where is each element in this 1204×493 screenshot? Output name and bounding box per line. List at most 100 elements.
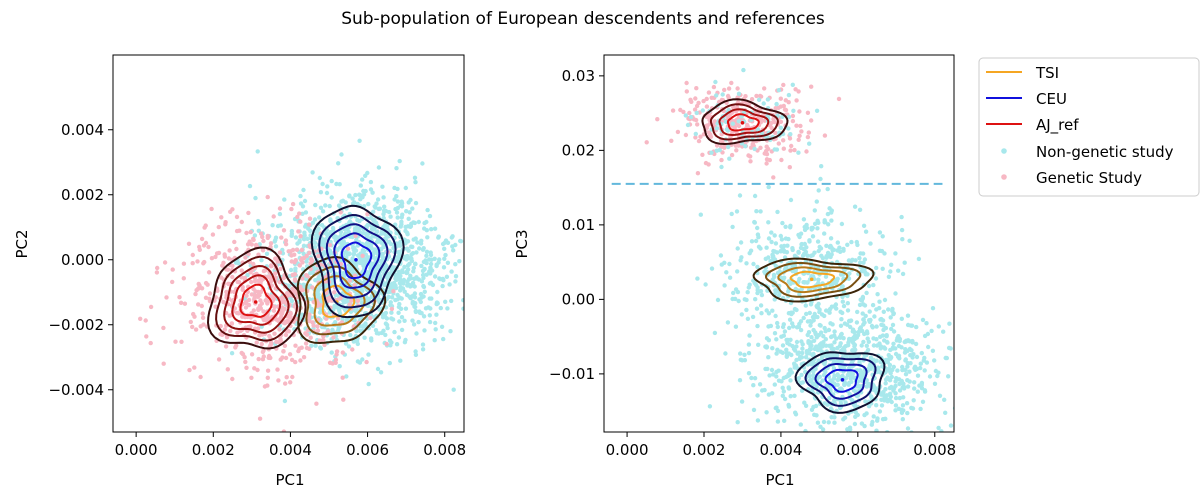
scatter-point bbox=[209, 206, 214, 212]
scatter-point bbox=[790, 246, 795, 251]
scatter-point bbox=[421, 314, 427, 319]
scatter-point bbox=[880, 266, 885, 271]
scatter-point bbox=[236, 261, 241, 266]
scatter-point bbox=[306, 222, 312, 227]
scatter-point bbox=[461, 306, 464, 311]
scatter-point bbox=[845, 301, 850, 306]
scatter-point bbox=[967, 341, 971, 345]
scatter-point bbox=[720, 92, 725, 97]
scatter-point bbox=[280, 355, 285, 360]
scatter-point bbox=[842, 348, 847, 353]
scatter-point bbox=[293, 359, 298, 365]
scatter-point bbox=[405, 224, 411, 229]
scatter-point bbox=[318, 205, 324, 210]
scatter-point bbox=[899, 214, 904, 220]
scatter-point bbox=[785, 340, 790, 346]
scatter-point bbox=[786, 92, 792, 98]
scatter-point bbox=[317, 310, 323, 315]
scatter-point bbox=[394, 210, 400, 215]
scatter-point bbox=[312, 245, 318, 250]
scatter-point bbox=[780, 393, 785, 398]
scatter-point bbox=[411, 265, 416, 271]
scatter-point bbox=[190, 261, 195, 266]
scatter-point bbox=[859, 343, 864, 348]
scatter-point bbox=[862, 267, 867, 272]
scatter-point bbox=[427, 257, 432, 262]
scatter-point bbox=[230, 263, 235, 268]
scatter-point bbox=[861, 302, 866, 307]
scatter-point bbox=[438, 305, 443, 311]
scatter-point bbox=[831, 376, 837, 381]
scatter-point bbox=[347, 193, 352, 198]
scatter-point bbox=[812, 412, 817, 417]
scatter-point bbox=[370, 323, 376, 328]
scatter-point bbox=[253, 195, 258, 201]
scatter-point bbox=[729, 211, 734, 217]
scatter-point bbox=[943, 410, 948, 415]
scatter-point bbox=[758, 117, 764, 122]
scatter-point bbox=[775, 419, 781, 424]
scatter-point bbox=[261, 238, 266, 244]
scatter-point bbox=[406, 248, 411, 253]
scatter-point bbox=[788, 132, 793, 137]
scatter-point bbox=[392, 197, 397, 202]
scatter-point bbox=[805, 110, 811, 116]
scatter-point bbox=[849, 239, 854, 245]
scatter-point bbox=[788, 148, 793, 153]
scatter-point bbox=[764, 308, 769, 313]
scatter-point bbox=[855, 354, 860, 359]
scatter-point bbox=[746, 371, 752, 376]
scatter-point bbox=[197, 244, 202, 250]
scatter-point bbox=[965, 353, 969, 357]
scatter-point bbox=[346, 344, 352, 349]
scatter-point bbox=[757, 382, 763, 387]
scatter-point bbox=[794, 357, 799, 363]
scatter-point bbox=[816, 277, 821, 282]
scatter-point bbox=[770, 308, 775, 313]
scatter-point bbox=[733, 324, 739, 329]
scatter-point bbox=[715, 297, 721, 303]
scatter-point bbox=[893, 251, 898, 256]
scatter-point bbox=[232, 239, 237, 245]
scatter-point bbox=[762, 118, 767, 123]
scatter-point bbox=[857, 255, 862, 261]
y-tick-label: 0.01 bbox=[562, 216, 595, 234]
scatter-point bbox=[293, 278, 298, 283]
scatter-point bbox=[256, 289, 261, 295]
scatter-point bbox=[885, 375, 890, 380]
scatter-point bbox=[783, 224, 788, 229]
scatter-point bbox=[283, 355, 289, 361]
scatter-point bbox=[288, 380, 293, 385]
scatter-point bbox=[881, 323, 886, 328]
scatter-point bbox=[419, 263, 424, 269]
scatter-point bbox=[914, 324, 919, 330]
scatter-point bbox=[813, 366, 818, 372]
scatter-point bbox=[997, 397, 1001, 401]
contour-ceu bbox=[794, 351, 886, 414]
scatter-point bbox=[885, 359, 890, 365]
scatter-point bbox=[381, 215, 386, 221]
scatter-point bbox=[230, 207, 235, 212]
scatter-point bbox=[317, 215, 322, 220]
contour-tsi bbox=[305, 265, 376, 336]
scatter-point bbox=[325, 329, 331, 334]
scatter-point bbox=[694, 103, 700, 109]
scatter-point bbox=[390, 284, 395, 289]
scatter-point bbox=[218, 332, 223, 337]
scatter-point bbox=[358, 328, 363, 333]
scatter-point bbox=[878, 346, 883, 351]
scatter-point bbox=[900, 445, 904, 449]
scatter-point bbox=[360, 253, 365, 258]
scatter-point bbox=[375, 238, 381, 243]
scatter-point bbox=[450, 234, 455, 239]
scatter-point bbox=[966, 390, 970, 394]
scatter-point bbox=[946, 345, 952, 351]
scatter-point bbox=[398, 284, 403, 290]
scatter-point bbox=[726, 86, 732, 91]
scatter-point bbox=[440, 283, 445, 289]
scatter-point bbox=[708, 132, 713, 137]
scatter-point bbox=[913, 367, 918, 372]
scatter-point bbox=[275, 367, 280, 372]
scatter-point bbox=[809, 225, 814, 231]
scatter-point bbox=[822, 133, 828, 138]
